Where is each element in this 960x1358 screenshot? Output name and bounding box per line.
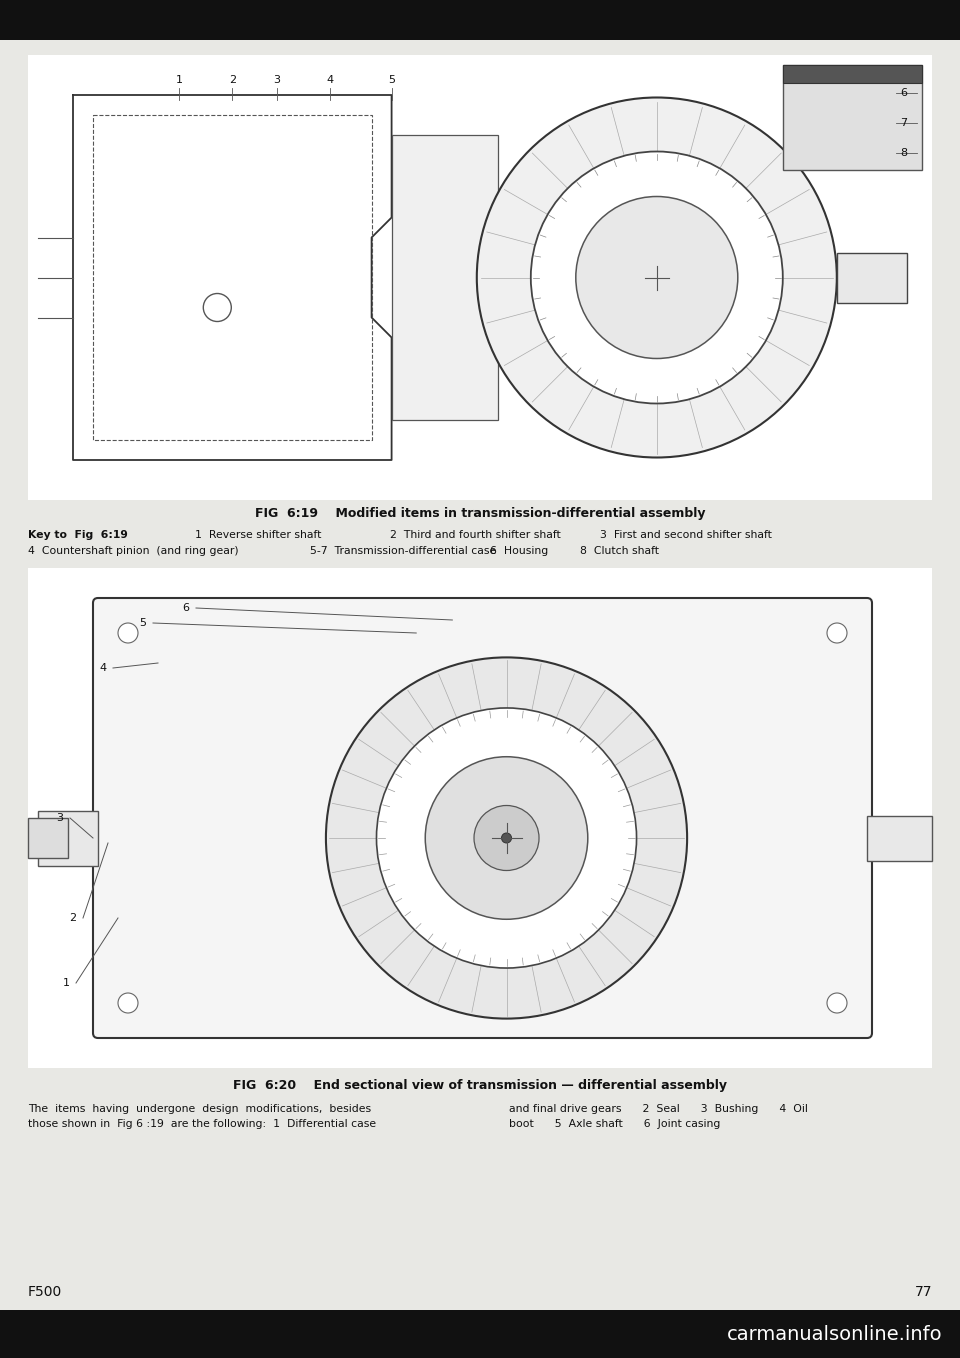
Text: 3: 3: [274, 75, 280, 86]
Text: 3  First and second shifter shaft: 3 First and second shifter shaft: [600, 530, 772, 540]
Text: 77: 77: [915, 1285, 932, 1300]
Text: 2: 2: [69, 913, 77, 923]
Circle shape: [118, 993, 138, 1013]
Text: 6: 6: [900, 88, 907, 98]
Bar: [837, 253, 907, 303]
Text: 2: 2: [228, 75, 236, 86]
Circle shape: [376, 708, 636, 968]
Text: boot      5  Axle shaft      6  Joint casing: boot 5 Axle shaft 6 Joint casing: [509, 1119, 720, 1128]
Text: 1: 1: [62, 978, 69, 989]
Text: 5: 5: [139, 618, 147, 627]
Circle shape: [827, 993, 847, 1013]
Circle shape: [474, 805, 539, 870]
Circle shape: [425, 756, 588, 919]
Bar: [867, 816, 932, 861]
Text: 3: 3: [57, 813, 63, 823]
Circle shape: [827, 623, 847, 642]
Bar: [0, 0, 960, 39]
Text: carmanualsonline.info: carmanualsonline.info: [727, 1324, 942, 1343]
Bar: [782, 65, 922, 170]
Bar: [0, 1310, 960, 1358]
Circle shape: [531, 152, 782, 403]
Text: 6: 6: [182, 603, 189, 612]
FancyBboxPatch shape: [93, 598, 872, 1038]
Text: those shown in  Fig 6 :19  are the following:  1  Differential case: those shown in Fig 6 :19 are the followi…: [28, 1119, 376, 1128]
Text: FIG  6:20    End sectional view of transmission — differential assembly: FIG 6:20 End sectional view of transmiss…: [233, 1080, 727, 1092]
Bar: [782, 65, 922, 83]
Circle shape: [118, 623, 138, 642]
Circle shape: [501, 832, 512, 843]
Text: FIG  6:19    Modified items in transmission-differential assembly: FIG 6:19 Modified items in transmission-…: [254, 508, 706, 520]
Text: and final drive gears      2  Seal      3  Bushing      4  Oil: and final drive gears 2 Seal 3 Bushing 4…: [509, 1104, 807, 1114]
Text: 7: 7: [900, 118, 907, 128]
Bar: [28, 568, 932, 1067]
Bar: [93, 115, 372, 440]
Circle shape: [576, 197, 738, 359]
Circle shape: [204, 293, 231, 322]
Text: 8  Clutch shaft: 8 Clutch shaft: [580, 546, 659, 555]
Text: 5: 5: [388, 75, 396, 86]
Text: 1  Reverse shifter shaft: 1 Reverse shifter shaft: [195, 530, 322, 540]
Text: 2  Third and fourth shifter shaft: 2 Third and fourth shifter shaft: [390, 530, 561, 540]
Text: Key to  Fig  6:19: Key to Fig 6:19: [28, 530, 128, 540]
Text: The  items  having  undergone  design  modifications,  besides: The items having undergone design modifi…: [28, 1104, 372, 1114]
Bar: [28, 56, 932, 500]
Text: F500: F500: [28, 1285, 62, 1300]
Circle shape: [477, 98, 837, 458]
Text: 1: 1: [176, 75, 183, 86]
Text: 5-7  Transmission-differential case: 5-7 Transmission-differential case: [310, 546, 496, 555]
Bar: [392, 134, 497, 420]
Text: 4  Countershaft pinion  (and ring gear): 4 Countershaft pinion (and ring gear): [28, 546, 239, 555]
Circle shape: [326, 657, 687, 1018]
Text: 4: 4: [326, 75, 333, 86]
Bar: [38, 811, 98, 865]
Text: 6  Housing: 6 Housing: [490, 546, 548, 555]
Text: 8: 8: [900, 148, 907, 158]
Bar: [28, 818, 68, 858]
Text: 4: 4: [100, 663, 107, 674]
